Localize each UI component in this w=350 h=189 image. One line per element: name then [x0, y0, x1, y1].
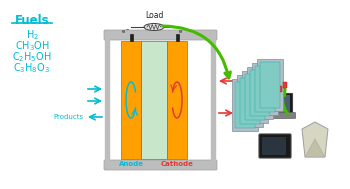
- Text: CH$_3$OH: CH$_3$OH: [15, 39, 49, 53]
- Bar: [237, 75, 263, 127]
- Bar: [257, 59, 283, 111]
- Text: Products: Products: [53, 114, 83, 120]
- FancyBboxPatch shape: [259, 134, 291, 158]
- Text: Anode: Anode: [119, 161, 144, 167]
- Text: O$_2$/air: O$_2$/air: [238, 75, 262, 87]
- Bar: [250, 70, 270, 116]
- Text: C$_2$H$_5$OH: C$_2$H$_5$OH: [12, 50, 52, 64]
- Bar: [260, 62, 280, 108]
- Bar: [130, 34, 133, 41]
- Bar: [273, 90, 277, 96]
- Bar: [141, 41, 167, 159]
- Bar: [283, 82, 287, 88]
- Text: H$_2$O: H$_2$O: [238, 107, 255, 119]
- Text: H$_2$: H$_2$: [26, 28, 38, 42]
- Bar: [167, 41, 187, 159]
- Bar: [232, 79, 258, 131]
- Bar: [264, 95, 290, 113]
- Bar: [247, 67, 273, 119]
- Bar: [240, 78, 260, 124]
- FancyBboxPatch shape: [104, 30, 217, 40]
- Bar: [121, 41, 141, 159]
- Bar: [255, 66, 275, 112]
- Text: e$^-$: e$^-$: [178, 28, 187, 36]
- Ellipse shape: [144, 23, 164, 30]
- Text: Cathode: Cathode: [161, 161, 194, 167]
- Bar: [242, 71, 268, 123]
- FancyBboxPatch shape: [104, 160, 217, 170]
- Polygon shape: [302, 122, 328, 157]
- Text: Fuels: Fuels: [15, 14, 49, 27]
- Text: e$^-$: e$^-$: [121, 28, 130, 36]
- Bar: [263, 98, 267, 104]
- Text: Load: Load: [145, 11, 163, 20]
- Bar: [175, 34, 178, 41]
- Text: C$_3$H$_8$O$_3$: C$_3$H$_8$O$_3$: [13, 61, 51, 75]
- FancyBboxPatch shape: [259, 112, 295, 119]
- Bar: [262, 137, 286, 155]
- Bar: [262, 93, 292, 115]
- Bar: [268, 94, 272, 100]
- Bar: [245, 74, 265, 120]
- Bar: [252, 63, 278, 115]
- Polygon shape: [305, 139, 325, 157]
- Bar: [258, 102, 262, 108]
- Bar: [278, 86, 282, 92]
- Bar: [105, 39, 110, 161]
- Bar: [211, 39, 216, 161]
- Bar: [235, 82, 255, 128]
